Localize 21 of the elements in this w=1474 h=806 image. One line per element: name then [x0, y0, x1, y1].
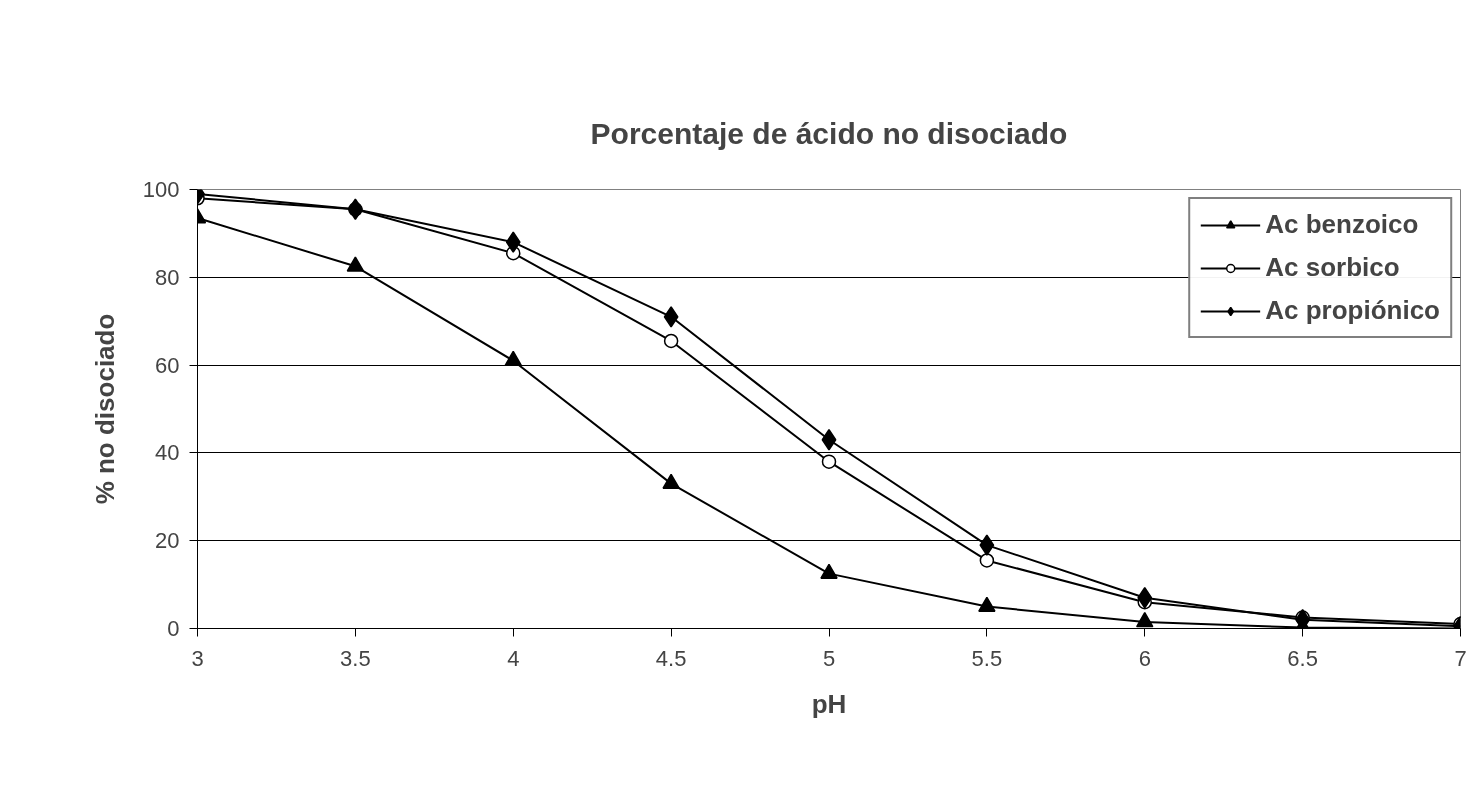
y-tick-label: 100	[142, 177, 180, 202]
chart-title: Porcentaje de ácido no disociado	[590, 116, 1068, 150]
legend-label: Ac propiónico	[1265, 295, 1440, 326]
y-tick-label: 0	[167, 616, 180, 641]
x-tick-label: 6.5	[1287, 645, 1318, 671]
x-tick-label: 5.5	[971, 645, 1003, 671]
y-tick-label: 20	[155, 528, 180, 554]
x-tick-label: 3	[191, 645, 204, 671]
y-tick-label: 40	[155, 440, 180, 466]
x-tick-label: 6	[1138, 645, 1151, 671]
y-axis-title: % no disociado	[89, 313, 120, 505]
legend-label: Ac sorbico	[1265, 252, 1400, 283]
y-tick-label: 60	[155, 352, 180, 378]
x-axis-title: pH	[811, 688, 847, 719]
x-tick-label: 4	[507, 645, 520, 671]
x-tick-label: 4.5	[655, 645, 687, 671]
x-tick-label: 7	[1454, 645, 1467, 671]
y-tick-label: 80	[155, 264, 180, 290]
x-tick-label: 3.5	[340, 645, 371, 671]
legend-label: Ac benzoico	[1265, 209, 1419, 240]
x-tick-label: 5	[822, 645, 836, 671]
